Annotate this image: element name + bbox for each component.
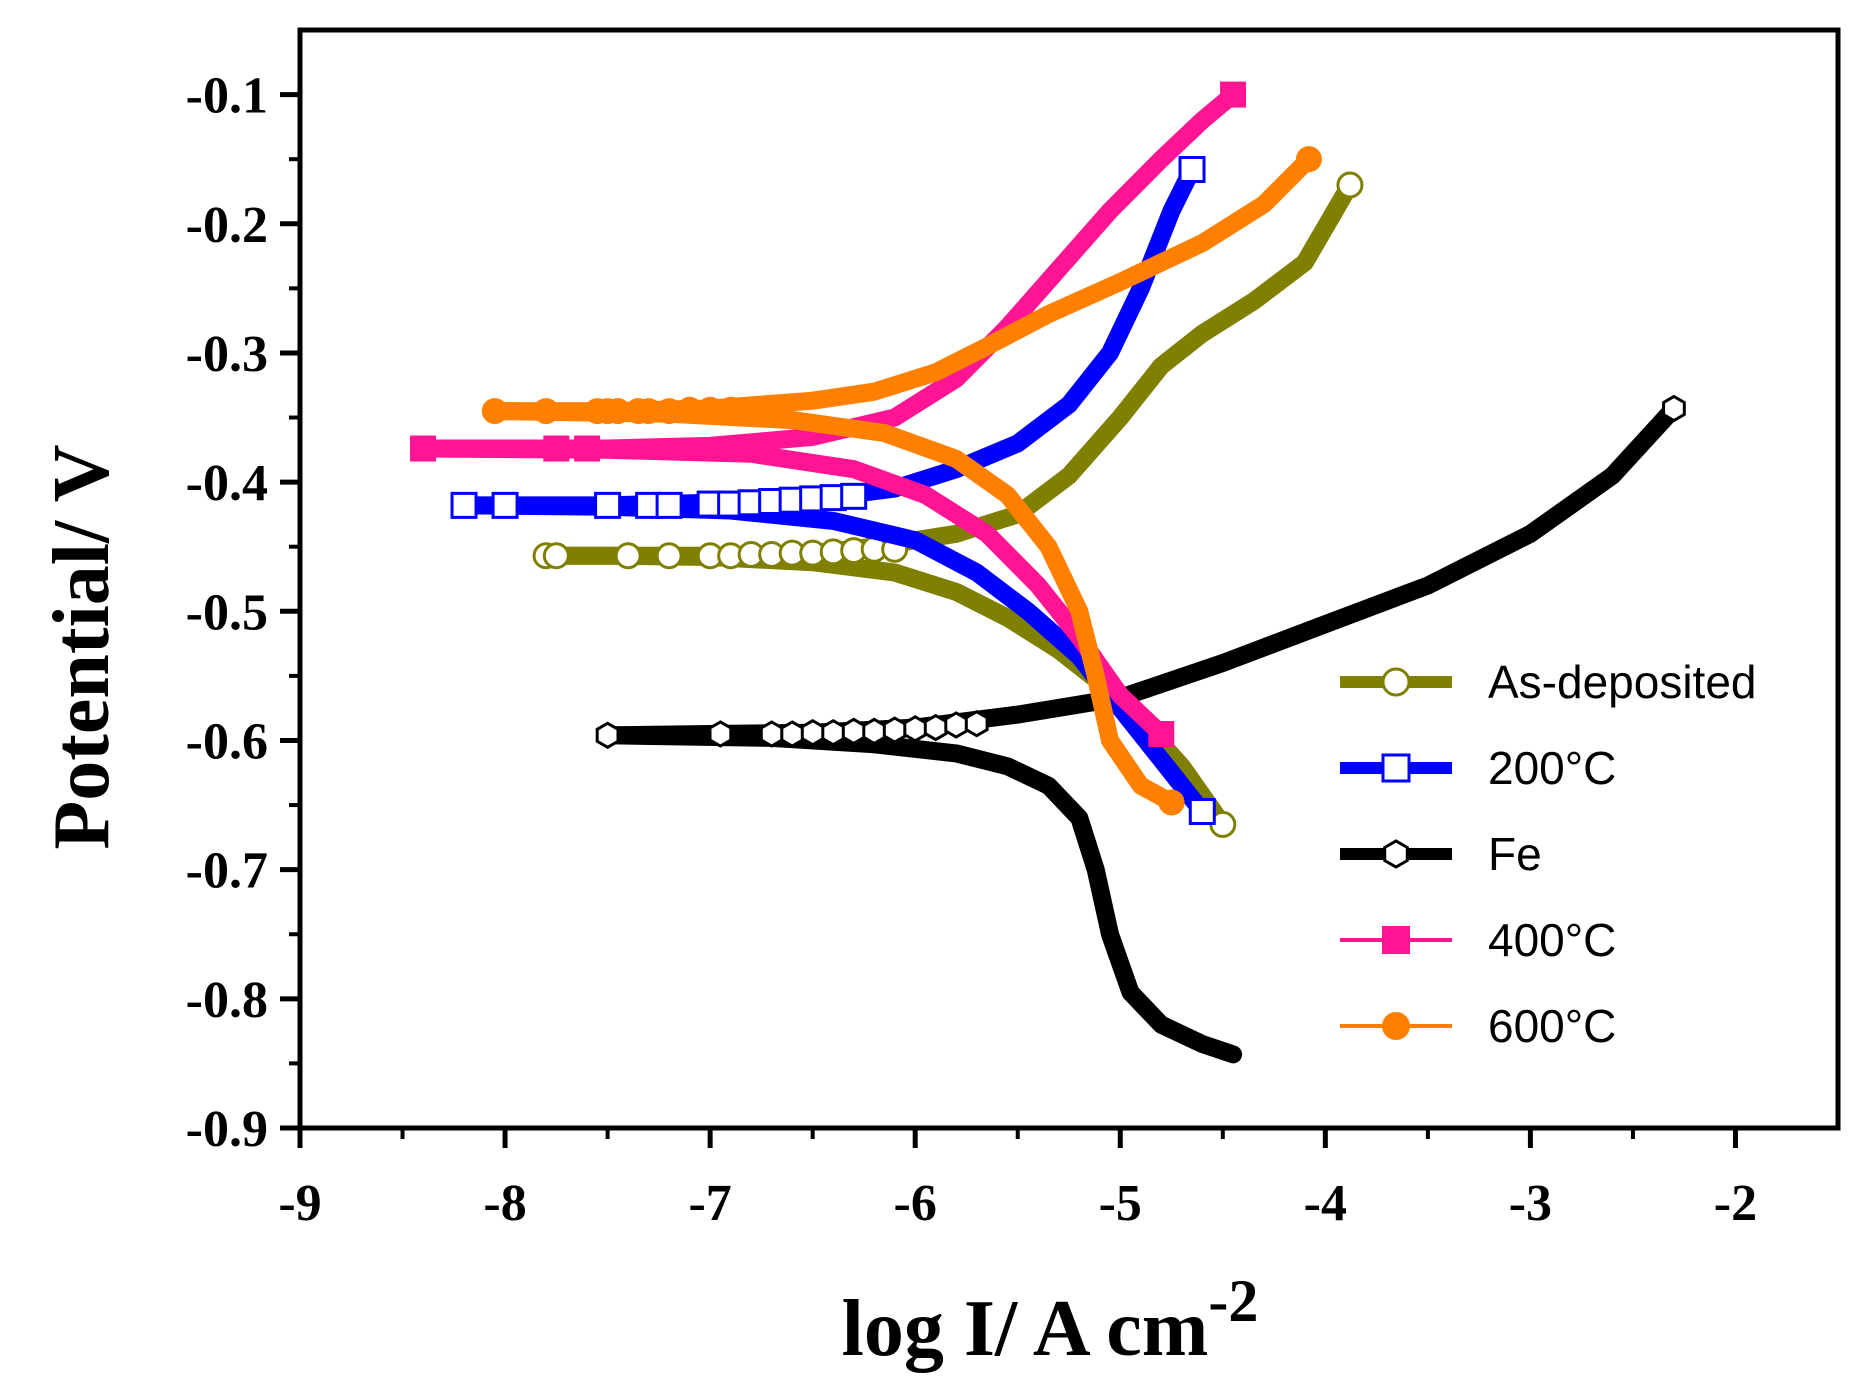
x-axis-title-main: log I/ A cm [842,1285,1209,1373]
marker-point [759,720,784,748]
x-tick-label: -8 [483,1175,526,1232]
legend: As-deposited 200°C Fe 400°C 600°C [1340,656,1757,1052]
x-tick-label: -4 [1304,1175,1347,1232]
marker-point [800,718,825,747]
marker-point [964,709,989,738]
marker-point [594,491,622,519]
series-fe [595,394,1686,1064]
x-tick-label: -5 [1099,1175,1142,1232]
y-tick-label: -0.4 [186,455,268,512]
marker-point [717,396,744,423]
legend-label: Fe [1488,828,1542,880]
x-tick-label: -3 [1509,1175,1552,1232]
marker-point [450,491,478,519]
marker-point [841,717,866,746]
marker-point [923,713,948,742]
marker-point [862,717,887,746]
tick-labels: -9 -8 -7 -6 -5 -4 -3 -2 -0.9 -0.8 -0.7 -0.6 -0.5 -0.4… [186,68,1757,1232]
marker-point [1382,1012,1410,1040]
series-600-c [481,146,1322,816]
marker-point [1381,753,1411,783]
y-tick-label: -0.3 [186,326,268,383]
marker-point [840,482,868,510]
marker-point [903,715,928,743]
marker-point [655,542,683,570]
y-tick-label: -0.2 [186,197,268,254]
marker-point [1188,798,1216,826]
legend-label: 600°C [1488,1000,1616,1052]
marker-point [882,716,907,744]
marker-point [614,542,642,570]
marker-point [708,720,733,748]
marker-point [1295,146,1322,173]
legend-entry: 200°C [1340,742,1616,794]
legend-label: 400°C [1488,914,1616,966]
legend-entry: Fe [1340,828,1542,880]
y-tick-label: -0.7 [186,843,268,900]
marker-point [1336,171,1364,199]
y-tick-label: -0.8 [186,972,268,1029]
marker-point [1662,394,1686,423]
x-tick-label: -6 [894,1175,937,1232]
y-tick-label: -0.1 [186,68,268,125]
marker-point [574,435,601,462]
marker-point [1381,667,1411,697]
marker-point [1178,156,1206,184]
legend-label: 200°C [1488,742,1616,794]
marker-point [821,718,846,747]
marker-point [533,398,560,425]
marker-point [1382,926,1410,954]
marker-point [1220,81,1247,108]
marker-point [595,721,620,750]
legend-entry: 400°C [1340,914,1616,966]
marker-point [1158,789,1185,816]
y-tick-label: -0.6 [186,713,268,770]
x-axis-title-superscript: -2 [1208,1268,1258,1334]
marker-point [543,435,570,462]
marker-point [780,720,805,748]
marker-point [410,435,437,462]
legend-entry: As-deposited [1340,656,1757,708]
plot-frame [297,27,1841,1131]
x-tick-label: -2 [1714,1175,1757,1232]
x-axis-title: log I/ A cm-2 [842,1268,1259,1373]
x-tick-label: -9 [278,1175,321,1232]
y-tick-label: -0.5 [186,584,268,641]
marker-point [1148,721,1175,748]
series-line-cathodic [485,402,1181,812]
marker-point [655,491,683,519]
marker-point [481,398,508,425]
marker-point [1383,839,1409,869]
legend-entry: 600°C [1340,1000,1616,1052]
x-tick-label: -7 [688,1175,731,1232]
y-axis-title: Potential/ V [38,444,126,849]
marker-point [542,542,570,570]
series-layer [410,81,1686,1064]
marker-point [944,711,969,739]
legend-label: As-deposited [1488,656,1757,708]
y-tick-label: -0.9 [186,1101,268,1158]
marker-point [491,491,519,519]
